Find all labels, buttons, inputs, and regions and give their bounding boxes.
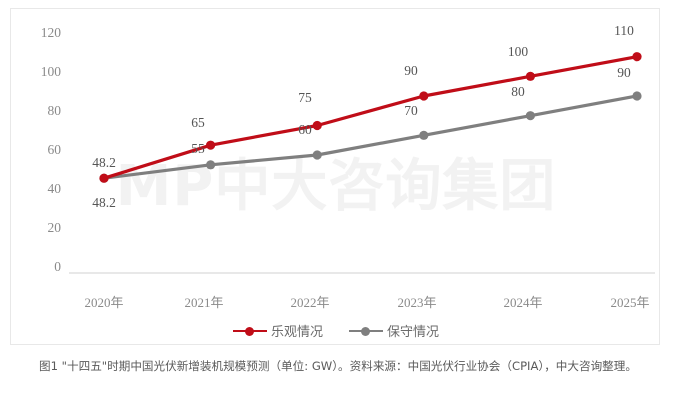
x-tick-label-2021: 2021年: [184, 295, 224, 310]
data-label-optimistic: 90: [404, 63, 418, 78]
data-point: [206, 140, 216, 150]
y-tick-label: 0: [54, 259, 61, 274]
figure-caption: 图1 "十四五"时期中国光伏新增装机规模预测（单位: GW）。资料来源：中国光伏…: [39, 359, 637, 373]
y-tick-label: 60: [47, 142, 62, 157]
y-tick-label: 20: [47, 220, 62, 235]
series-markers-optimistic: [99, 52, 642, 183]
data-label-conservative: 80: [511, 84, 525, 99]
data-label-optimistic: 100: [507, 44, 529, 59]
data-label-conservative: 70: [404, 103, 418, 118]
chart-plot-area: [69, 52, 655, 274]
chart-container: MP中大咨询集团 120 100 80 60 40 20 0 48.2 65 7…: [10, 8, 660, 345]
y-tick-label: 80: [47, 103, 62, 118]
y-tick-label: 40: [47, 181, 62, 196]
data-point: [312, 120, 322, 131]
x-tick-label-2020: 2020年: [84, 295, 124, 310]
data-label-conservative: 55: [191, 141, 205, 156]
data-point: [99, 173, 109, 183]
legend-item-conservative[interactable]: 保守情况: [349, 321, 439, 340]
data-point: [312, 150, 322, 160]
data-label-conservative: 90: [617, 65, 631, 80]
legend-label-conservative: 保守情况: [387, 324, 440, 339]
legend-marker-optimistic-icon: [232, 325, 267, 337]
x-tick-label-2024: 2024年: [503, 295, 543, 310]
chart-legend: 乐观情况 保守情况: [11, 321, 661, 340]
x-tick-label-2022: 2022年: [290, 295, 330, 310]
x-tick-label-2025: 2025年: [610, 295, 650, 310]
series-line-optimistic: [102, 55, 639, 180]
y-tick-label: 120: [40, 25, 61, 40]
data-point: [525, 111, 536, 121]
data-label-optimistic: 75: [298, 90, 312, 105]
legend-label-optimistic: 乐观情况: [270, 324, 323, 339]
data-label-optimistic: 48.2: [92, 155, 116, 170]
data-label-conservative: 60: [298, 122, 312, 137]
data-label-conservative: 48.2: [92, 195, 116, 210]
data-point: [632, 52, 642, 62]
data-point: [632, 91, 642, 101]
data-point: [419, 130, 429, 140]
legend-marker-conservative-icon: [349, 325, 383, 337]
series-line-conservative: [102, 94, 639, 180]
data-point: [206, 160, 216, 170]
y-tick-label: 100: [40, 64, 61, 79]
x-tick-label-2023: 2023年: [397, 295, 437, 310]
data-label-optimistic: 110: [614, 23, 634, 38]
data-point: [419, 91, 429, 101]
legend-item-optimistic[interactable]: 乐观情况: [232, 321, 323, 340]
data-point: [525, 71, 536, 81]
data-label-optimistic: 65: [191, 115, 205, 130]
